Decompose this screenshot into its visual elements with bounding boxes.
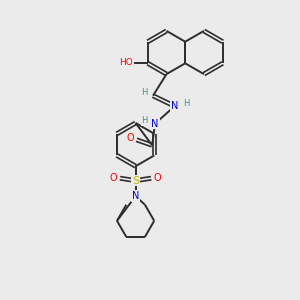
Text: O: O xyxy=(110,173,117,183)
Text: O: O xyxy=(154,173,162,183)
Text: N: N xyxy=(171,101,178,111)
Text: N: N xyxy=(152,118,159,129)
Text: S: S xyxy=(132,176,139,186)
Text: H: H xyxy=(141,88,147,97)
Text: N: N xyxy=(132,191,139,201)
Text: HO: HO xyxy=(119,58,133,67)
Text: O: O xyxy=(126,133,134,143)
Text: H: H xyxy=(141,116,148,125)
Text: H: H xyxy=(183,99,189,108)
